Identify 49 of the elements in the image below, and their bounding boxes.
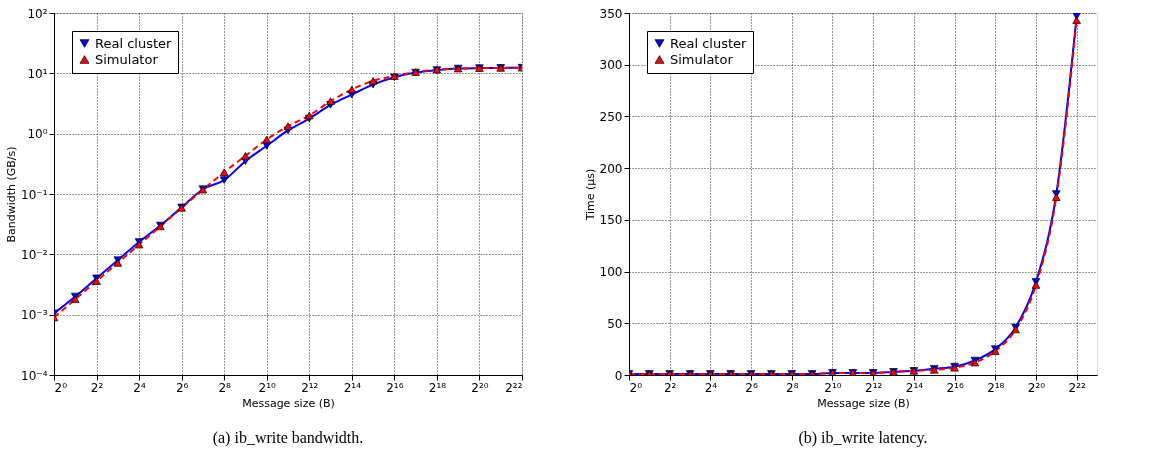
legend-label: Real cluster (95, 35, 173, 51)
y-tick-label: 300 (599, 58, 623, 73)
x-axis-title: Message size (B) (242, 396, 335, 410)
y-tick-label: 10² (27, 6, 48, 21)
y-tick-label: 0 (614, 368, 623, 383)
x-tick-label: 2²⁰ (471, 380, 489, 395)
x-tick-label: 2¹⁸ (987, 380, 1005, 395)
y-axis-title: Time (µs) (583, 168, 597, 222)
y-tick-label: 150 (599, 213, 623, 228)
x-tick-label: 2²² (1068, 380, 1086, 395)
y-tick-label: 200 (599, 161, 623, 176)
y-tick-label: 10⁰ (27, 127, 48, 142)
x-tick-label: 2⁰ (629, 380, 643, 395)
x-tick-label: 2⁶ (745, 380, 758, 395)
y-tick-label: 10¹ (27, 66, 48, 81)
y-tick-label: 250 (599, 109, 623, 124)
x-tick-label: 2² (663, 380, 677, 395)
x-tick-label: 2⁶ (175, 380, 189, 395)
x-tick-label: 2¹⁴ (905, 380, 924, 395)
y-tick-label: 10⁻⁴ (21, 368, 48, 383)
text: (b) ib_write latency. (798, 429, 928, 447)
x-tick-label: 2⁴ (704, 380, 718, 395)
y-tick-label: 100 (599, 265, 623, 280)
x-tick-label: 2¹⁰ (258, 380, 277, 395)
x-tick-label: 2²² (505, 380, 523, 395)
y-tick-label: 50 (607, 316, 623, 331)
x-tick-label: 2⁸ (218, 380, 232, 395)
x-tick-label: 2¹⁶ (386, 380, 404, 395)
x-tick-label: 2²⁰ (1027, 380, 1046, 395)
x-tick-label: 2² (90, 380, 104, 395)
x-tick-label: 2¹² (865, 380, 883, 395)
y-tick-label: 10⁻³ (21, 308, 48, 323)
x-tick-label: 2¹⁰ (824, 380, 842, 395)
y-tick-label: 10⁻² (21, 247, 48, 262)
y-tick-label: 350 (599, 6, 623, 21)
x-tick-label: 2⁰ (54, 380, 68, 395)
x-tick-label: 2⁴ (133, 380, 146, 395)
legend-label: Real cluster (670, 35, 748, 51)
legend-label: Simulator (670, 51, 734, 67)
x-tick-label: 2¹² (301, 380, 319, 395)
y-tick-label: 10⁻¹ (21, 187, 48, 202)
x-tick-label: 2¹⁶ (946, 380, 964, 395)
legend-label: Simulator (95, 51, 159, 67)
x-tick-label: 2¹⁸ (428, 380, 447, 395)
y-axis-title: Bandwidth (GB/s) (5, 146, 19, 243)
text: (a) ib_write bandwidth. (212, 429, 364, 447)
x-tick-label: 2⁸ (786, 380, 799, 395)
x-axis-title: Message size (B) (817, 396, 910, 410)
x-tick-label: 2¹⁴ (343, 380, 362, 395)
